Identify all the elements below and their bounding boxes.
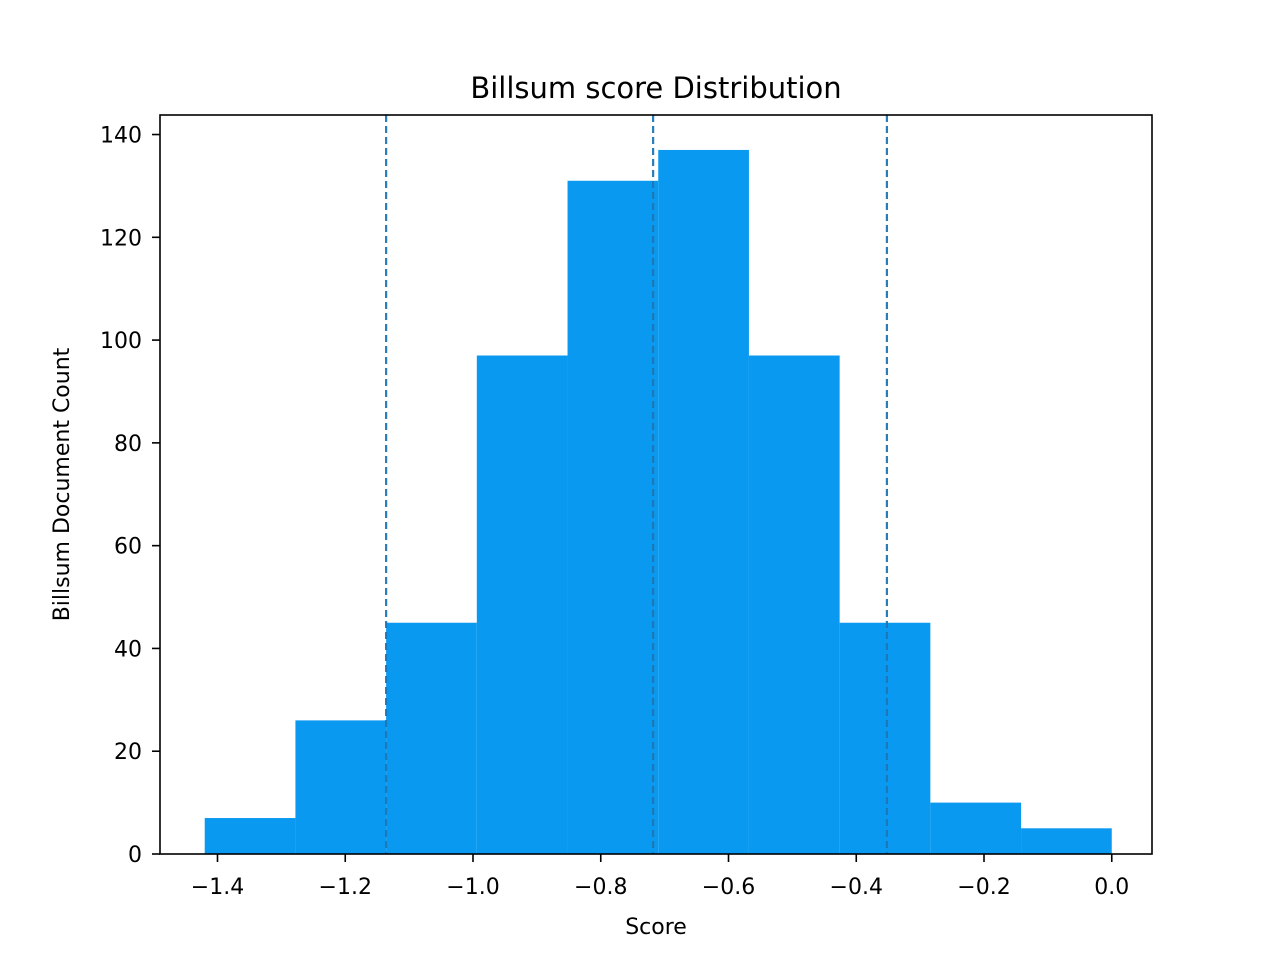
y-tick-label-8: 140 [100, 124, 142, 149]
x-axis-ticks: −1.4 −1.2 −1.0 −0.8 −0.6 −0.4 −0.2 0.0 [191, 854, 1129, 900]
histogram-bar-2 [295, 720, 387, 854]
x-tick-label-8: 0.0 [1094, 875, 1129, 900]
y-tick-label-7: 120 [100, 226, 142, 251]
x-tick-label-3: −1.0 [446, 875, 499, 900]
x-tick-label-4: −0.8 [574, 875, 627, 900]
histogram-bar-3 [386, 622, 477, 854]
plot-area-frame [159, 114, 1153, 855]
histogram-bar-6 [658, 149, 749, 855]
histogram-bar-7 [748, 355, 840, 854]
x-tick-label-6: −0.4 [830, 875, 883, 900]
bars-layer [204, 149, 1112, 855]
y-axis-ticks: 0 20 40 60 80 100 120 140 [100, 124, 160, 868]
x-tick-label-5: −0.6 [702, 875, 755, 900]
x-tick-label-2: −1.2 [319, 875, 372, 900]
y-tick-label-4: 60 [114, 535, 142, 560]
histogram-bar-4 [476, 355, 568, 854]
histogram-bar-9 [930, 802, 1022, 854]
y-tick-label-1: 0 [128, 843, 142, 868]
x-axis-label: Score [625, 915, 687, 940]
y-axis-label: Billsum Document Count [50, 347, 75, 621]
y-tick-label-3: 40 [114, 637, 142, 662]
x-tick-label-1: −1.4 [191, 875, 244, 900]
y-tick-label-5: 80 [114, 432, 142, 457]
y-tick-label-6: 100 [100, 329, 142, 354]
x-tick-label-7: −0.2 [957, 875, 1010, 900]
histogram-bar-5 [567, 180, 659, 854]
histogram-bar-8 [839, 622, 931, 854]
chart-title: Billsum score Distribution [470, 71, 841, 105]
y-tick-label-2: 20 [114, 740, 142, 765]
histogram-bar-10 [1021, 828, 1112, 854]
histogram-bar-1 [204, 818, 296, 854]
reference-lines-layer [385, 115, 889, 854]
